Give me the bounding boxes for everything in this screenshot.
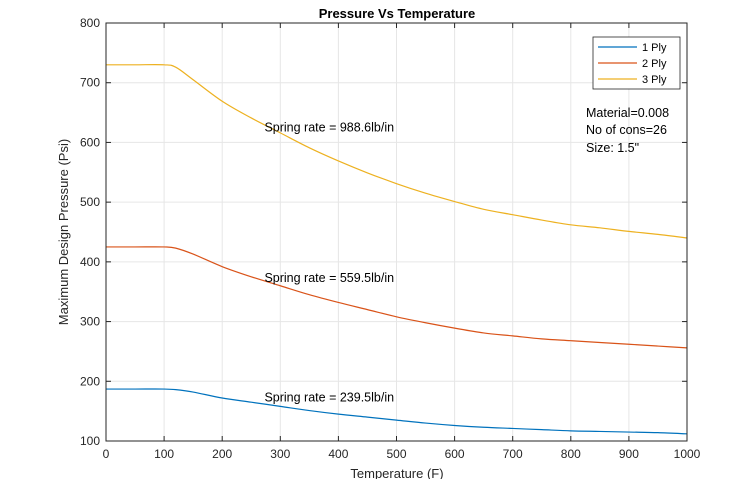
grid <box>106 23 687 441</box>
info-box: Material=0.008 No of cons=26 Size: 1.5" <box>586 106 669 155</box>
y-tick-label: 400 <box>80 255 100 269</box>
x-tick-label: 1000 <box>674 447 701 461</box>
chart-title: Pressure Vs Temperature <box>319 6 476 21</box>
spring-rate-label: Spring rate = 239.5lb/in <box>264 390 394 404</box>
x-tick-label: 900 <box>619 447 639 461</box>
spring-rate-label: Spring rate = 988.6lb/in <box>264 121 394 135</box>
x-tick-label: 400 <box>328 447 348 461</box>
axis-ticks: 0 100 200 300 400 500 600 700 800 900 100010020030… <box>80 16 701 461</box>
series-lines <box>106 64 688 435</box>
x-tick-label: 800 <box>561 447 581 461</box>
series-line-2-ply <box>106 246 688 349</box>
x-tick-label: 0 <box>103 447 110 461</box>
y-tick-label: 500 <box>80 195 100 209</box>
legend-items: 1 Ply 2 Ply 3 Ply <box>598 42 667 86</box>
x-tick-label: 700 <box>503 447 523 461</box>
legend-label: 3 Ply <box>642 74 667 86</box>
y-tick-label: 700 <box>80 76 100 90</box>
y-tick-label: 100 <box>80 434 100 448</box>
series-line-1-ply <box>106 388 688 435</box>
legend-label: 1 Ply <box>642 42 667 54</box>
x-axis-label: Temperature (F) <box>350 466 443 479</box>
series-line-3-ply <box>106 64 688 239</box>
y-tick-label: 800 <box>80 16 100 30</box>
y-axis-label: Maximum Design Pressure (Psi) <box>56 139 71 325</box>
info-material: Material=0.008 <box>586 106 669 120</box>
spring-rate-label: Spring rate = 559.5lb/in <box>264 271 394 285</box>
x-tick-label: 300 <box>270 447 290 461</box>
x-tick-label: 100 <box>154 447 174 461</box>
annotations: Spring rate = 988.6lb/in Spring rate = 55… <box>264 121 394 405</box>
info-cons: No of cons=26 <box>586 123 667 137</box>
x-tick-label: 500 <box>386 447 406 461</box>
legend-label: 2 Ply <box>642 58 667 70</box>
x-tick-label: 600 <box>445 447 465 461</box>
x-tick-label: 200 <box>212 447 232 461</box>
y-tick-label: 300 <box>80 315 100 329</box>
y-tick-label: 600 <box>80 135 100 149</box>
legend: 1 Ply 2 Ply 3 Ply <box>592 36 681 90</box>
y-tick-label: 200 <box>80 374 100 388</box>
info-size: Size: 1.5" <box>586 141 639 155</box>
